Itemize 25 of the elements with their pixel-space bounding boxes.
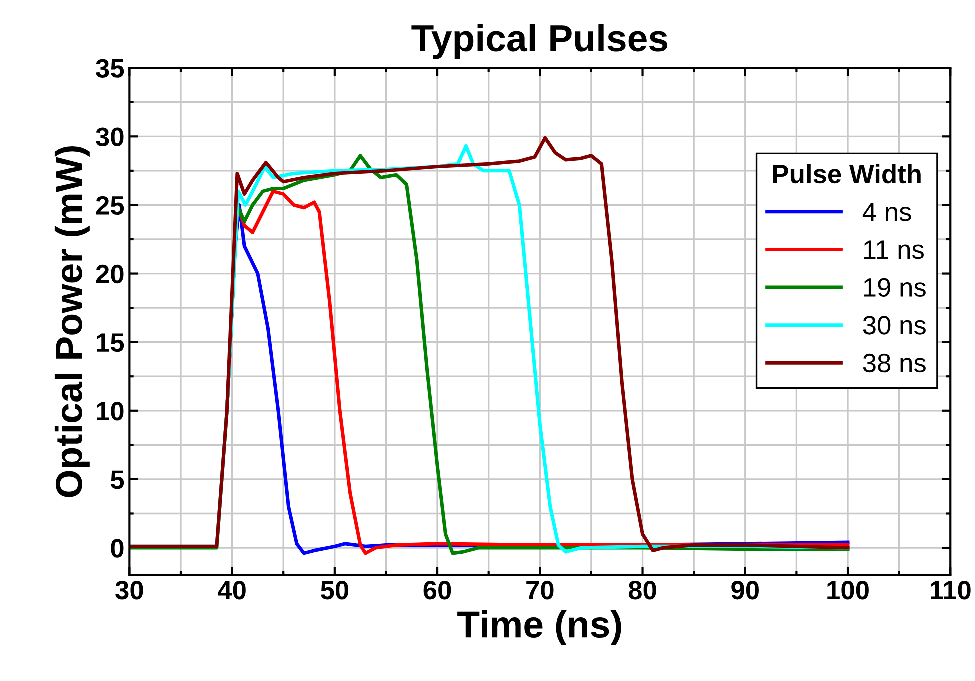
y-tick-label: 5 — [110, 470, 124, 490]
x-tick-label: 100 — [828, 581, 869, 600]
x-tick-label: 40 — [218, 581, 246, 600]
y-tick-label: 0 — [111, 539, 124, 558]
y-tick-label: 25 — [96, 196, 124, 216]
chart-title: Typical Pulses — [412, 24, 668, 60]
legend-label: 38 ns — [863, 354, 926, 373]
legend-label: 11 ns — [864, 240, 924, 260]
x-tick-label: 60 — [424, 581, 452, 600]
x-tick-label: 80 — [628, 581, 656, 600]
y-axis-title: Optical Power (mW) — [54, 146, 90, 498]
legend-label: 19 ns — [864, 278, 926, 298]
legend-title: Pulse Width — [773, 164, 921, 184]
legend-label: 30 ns — [863, 316, 926, 335]
legend-label: 4 ns — [862, 203, 912, 222]
y-tick-label: 30 — [96, 128, 124, 147]
x-tick-label: 110 — [931, 581, 971, 600]
x-tick-label: 90 — [732, 581, 759, 600]
y-tick-label: 20 — [96, 264, 124, 284]
y-tick-label: 35 — [96, 59, 124, 78]
y-tick-label: 15 — [97, 334, 124, 352]
y-tick-label: 10 — [97, 402, 124, 421]
x-tick-label: 70 — [526, 581, 554, 600]
x-tick-label: 50 — [321, 581, 349, 600]
x-axis-title: Time (ns) — [458, 610, 622, 646]
